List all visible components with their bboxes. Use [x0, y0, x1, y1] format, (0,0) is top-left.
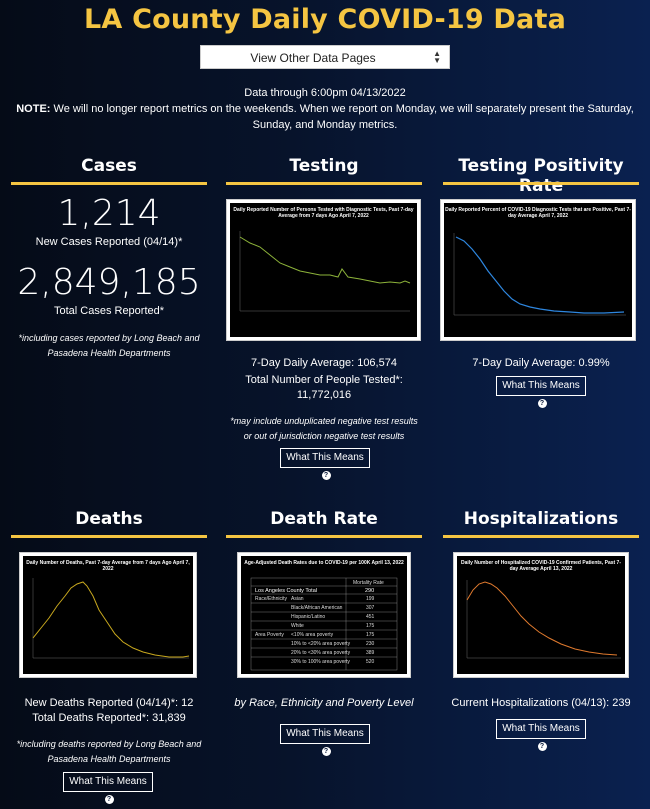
death-rate-title: Death Rate — [270, 509, 378, 529]
hospitalizations-current: Current Hospitalizations (04/13): 239 — [451, 697, 631, 709]
deaths-chart-line — [32, 578, 190, 659]
question-icon: ? — [321, 746, 331, 756]
table-row-value: 451 — [366, 614, 375, 620]
table-row-label: 30% to 100% area poverty — [291, 659, 350, 665]
table-row-label: 10% to <20% area poverty — [291, 641, 351, 647]
testing-chart-image[interactable]: Daily Reported Number of Persons Tested … — [226, 199, 421, 341]
view-other-pages-select[interactable]: View Other Data Pages ▲ ▼ — [200, 45, 450, 69]
table-row-value: 389 — [366, 650, 375, 656]
testing-chart-title: Daily Reported Number of Persons Tested … — [233, 207, 414, 219]
table-row-value: 520 — [366, 659, 375, 665]
hospitalizations-chart-title: Daily Number of Hospitalized COVID-19 Co… — [460, 560, 622, 572]
hospitalizations-chart-image[interactable]: Daily Number of Hospitalized COVID-19 Co… — [453, 552, 629, 678]
positivity-chart-image[interactable]: Daily Reported Percent of COVID-19 Diagn… — [440, 199, 636, 341]
positivity-avg: 7-Day Daily Average: 0.99% — [472, 357, 610, 369]
table-row-label: Hispanic/Latino — [291, 614, 326, 620]
cases-title: Cases — [81, 156, 137, 176]
testing-what-this-means-button[interactable]: What This Means? — [280, 448, 370, 480]
question-icon: ? — [537, 398, 547, 408]
table-total-value: 290 — [365, 588, 375, 594]
data-through-text: Data through 6:00pm 04/13/2022 — [244, 87, 406, 99]
note-text: NOTE: We will no longer report metrics o… — [14, 101, 636, 133]
question-icon: ? — [104, 794, 114, 804]
table-row-label: Black/African American — [291, 605, 343, 611]
death-rate-table-image[interactable]: Age-Adjusted Death Rates due to COVID-19… — [237, 552, 411, 678]
table-row-label: White — [291, 623, 304, 629]
hospitalizations-button-label: What This Means — [502, 723, 580, 734]
hospitalizations-title: Hospitalizations — [463, 509, 619, 529]
hospitalizations-what-this-means-button[interactable]: What This Means? — [496, 719, 586, 751]
positivity-chart-title: Daily Reported Percent of COVID-19 Diagn… — [445, 207, 631, 219]
testing-chart-line — [239, 231, 411, 312]
question-icon: ? — [321, 470, 331, 480]
deaths-button-label: What This Means — [69, 776, 147, 787]
table-row-value: 230 — [366, 641, 375, 647]
deaths-chart-title: Daily Number of Deaths, Past 7-day Avera… — [26, 560, 190, 572]
death-rate-button-label: What This Means — [286, 728, 364, 739]
testing-button-label: What This Means — [286, 452, 364, 463]
table-row-value: 307 — [366, 605, 375, 611]
testing-footnote: *may include unduplicated negative test … — [230, 416, 418, 441]
testing-avg: 7-Day Daily Average: 106,574 — [251, 357, 397, 369]
deaths-underline — [11, 535, 207, 538]
total-cases-label: Total Cases Reported* — [53, 305, 165, 317]
positivity-button-label: What This Means — [502, 380, 580, 391]
testing-total: Total Number of People Tested*: 11,772,0… — [245, 374, 403, 401]
cases-underline — [11, 182, 207, 185]
new-cases-label: New Cases Reported (04/14)* — [35, 236, 183, 248]
positivity-underline — [443, 182, 639, 185]
question-icon: ? — [537, 741, 547, 751]
table-row-value: 175 — [366, 623, 375, 629]
table-row-group: Race/Ethnicity — [255, 596, 287, 602]
death-rate-underline — [226, 535, 422, 538]
table-row-value: 199 — [366, 596, 375, 602]
positivity-title: Testing Positivity Rate — [458, 156, 624, 196]
positivity-what-this-means-button[interactable]: What This Means? — [496, 376, 586, 408]
death-rate-what-this-means-button[interactable]: What This Means? — [280, 724, 370, 756]
table-header: Mortality Rate — [353, 580, 384, 586]
select-arrows-icon: ▲ ▼ — [433, 49, 441, 65]
testing-title: Testing — [289, 156, 359, 176]
table-row-label: Asian — [291, 596, 304, 602]
deaths-chart-image[interactable]: Daily Number of Deaths, Past 7-day Avera… — [19, 552, 197, 678]
table-row-label: <10% area poverty — [291, 632, 334, 638]
total-cases-value: 2,849,185 — [17, 262, 201, 303]
death-rate-caption: by Race, Ethnicity and Poverty Level — [234, 697, 414, 709]
new-cases-value: 1,214 — [57, 193, 161, 234]
select-label: View Other Data Pages — [250, 51, 376, 65]
death-rate-chart-title: Age-Adjusted Death Rates due to COVID-19… — [244, 560, 404, 566]
deaths-total: Total Deaths Reported*: 31,839 — [32, 712, 186, 724]
testing-underline — [226, 182, 422, 185]
table-row-group: Area Poverty — [255, 632, 284, 638]
table-row-label: 20% to <30% area poverty — [291, 650, 351, 656]
death-rate-table-grid — [250, 577, 398, 671]
hospitalizations-underline — [443, 535, 639, 538]
deaths-footnote: *including deaths reported by Long Beach… — [16, 739, 202, 764]
deaths-what-this-means-button[interactable]: What This Means? — [63, 772, 153, 804]
hospitalizations-chart-line — [466, 580, 621, 659]
deaths-title: Deaths — [75, 509, 143, 529]
deaths-new: New Deaths Reported (04/14)*: 12 — [24, 697, 194, 709]
table-row-value: 175 — [366, 632, 375, 638]
cases-footnote: *including cases reported by Long Beach … — [18, 333, 200, 358]
note-body: We will no longer report metrics on the … — [53, 103, 634, 131]
page-title: LA County Daily COVID-19 Data — [84, 4, 566, 35]
table-total-label: Los Angeles County Total — [255, 588, 317, 594]
positivity-chart-line — [453, 233, 626, 316]
note-label: NOTE: — [16, 103, 51, 115]
